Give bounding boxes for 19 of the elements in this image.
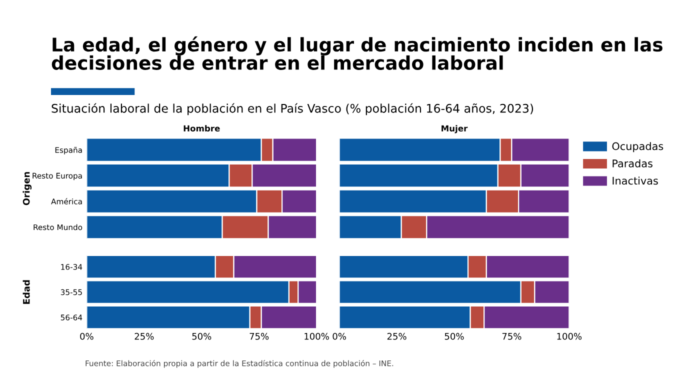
x-tick-label: 75% (250, 332, 269, 340)
x-tick-label: 50% (192, 332, 212, 340)
legend-label: Ocupadas (612, 142, 664, 152)
y-axis-title: Origen (22, 172, 32, 206)
legend-label: Inactivas (612, 176, 658, 185)
text: La edad, el género y el lugar de nacimiento inciden en las decisiones de entrar en el mercado laboral (52, 36, 662, 70)
x-tick-label: 0% (332, 332, 346, 340)
text: Situación laboral de la población en el País Vasco (% población 16-64 años, 2023) (52, 103, 534, 116)
y-axis-title: Edad (22, 280, 30, 304)
x-tick-label: 0% (80, 332, 94, 340)
x-tick-label: 100% (304, 332, 329, 340)
chart-title: Hombre (184, 125, 220, 132)
x-tick-label: 25% (134, 332, 154, 340)
chart-title: Mujer (442, 125, 468, 134)
x-tick-label: 25% (387, 332, 406, 340)
x-tick-label: 50% (444, 332, 464, 340)
x-tick-label: 100% (557, 332, 582, 340)
legend-label: Paradas (612, 159, 652, 168)
x-tick-label: 75% (502, 332, 522, 340)
